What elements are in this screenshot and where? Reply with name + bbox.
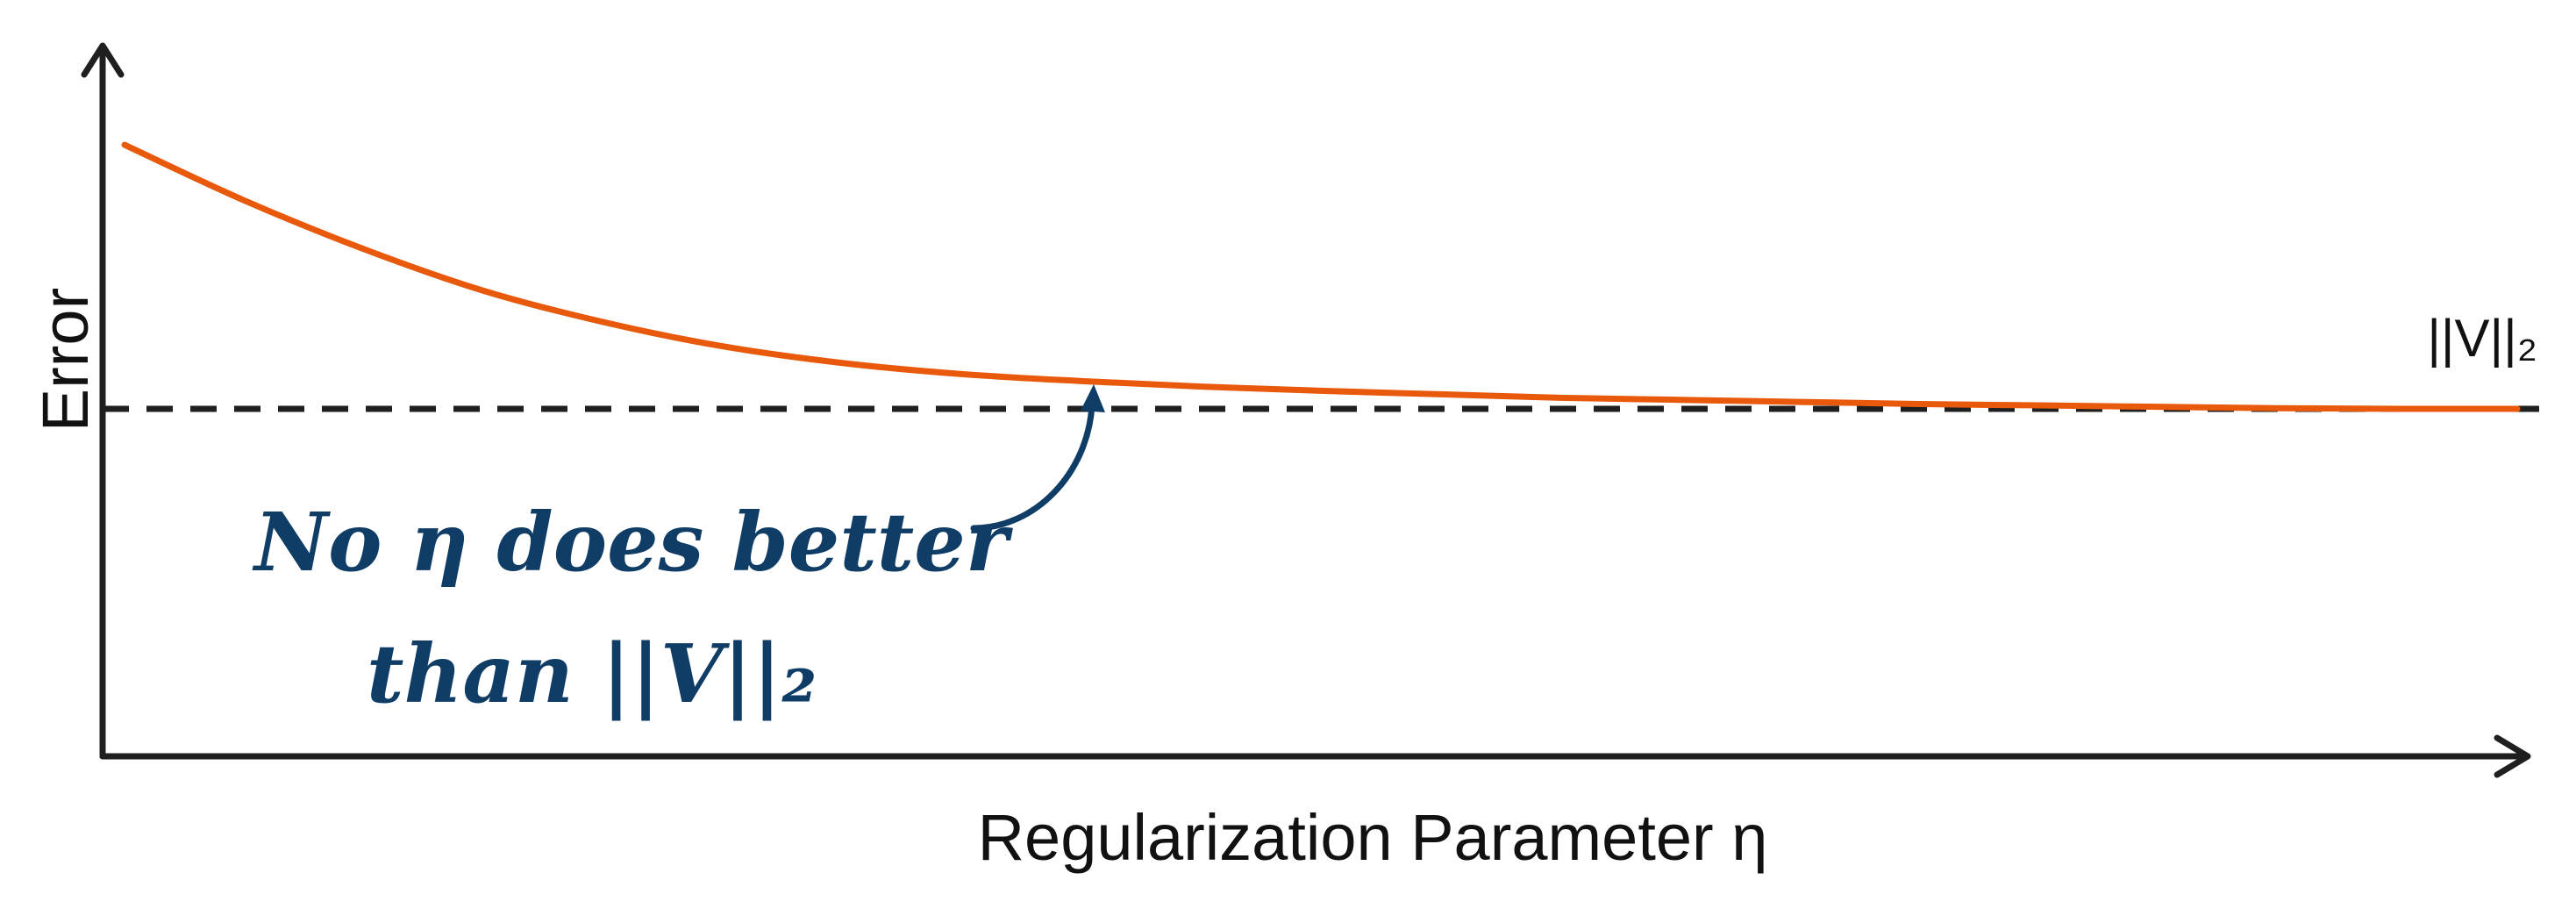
annotation-arrow bbox=[970, 402, 1095, 532]
annotation-line-2: than ||V||₂ bbox=[367, 626, 817, 721]
reference-line-label: ||V||₂ bbox=[2427, 309, 2537, 368]
annotation-line-1: No η does better bbox=[252, 495, 1014, 590]
series-layer bbox=[121, 141, 2521, 412]
annotation-arrow-head-icon bbox=[1081, 384, 1105, 412]
x-axis-arrow-icon bbox=[2494, 734, 2531, 778]
y-axis-arrow-icon bbox=[81, 42, 125, 78]
x-axis-label: Regularization Parameter η bbox=[978, 801, 1768, 874]
y-axis-label: Error bbox=[29, 288, 102, 432]
series-line-0 bbox=[121, 141, 2521, 412]
